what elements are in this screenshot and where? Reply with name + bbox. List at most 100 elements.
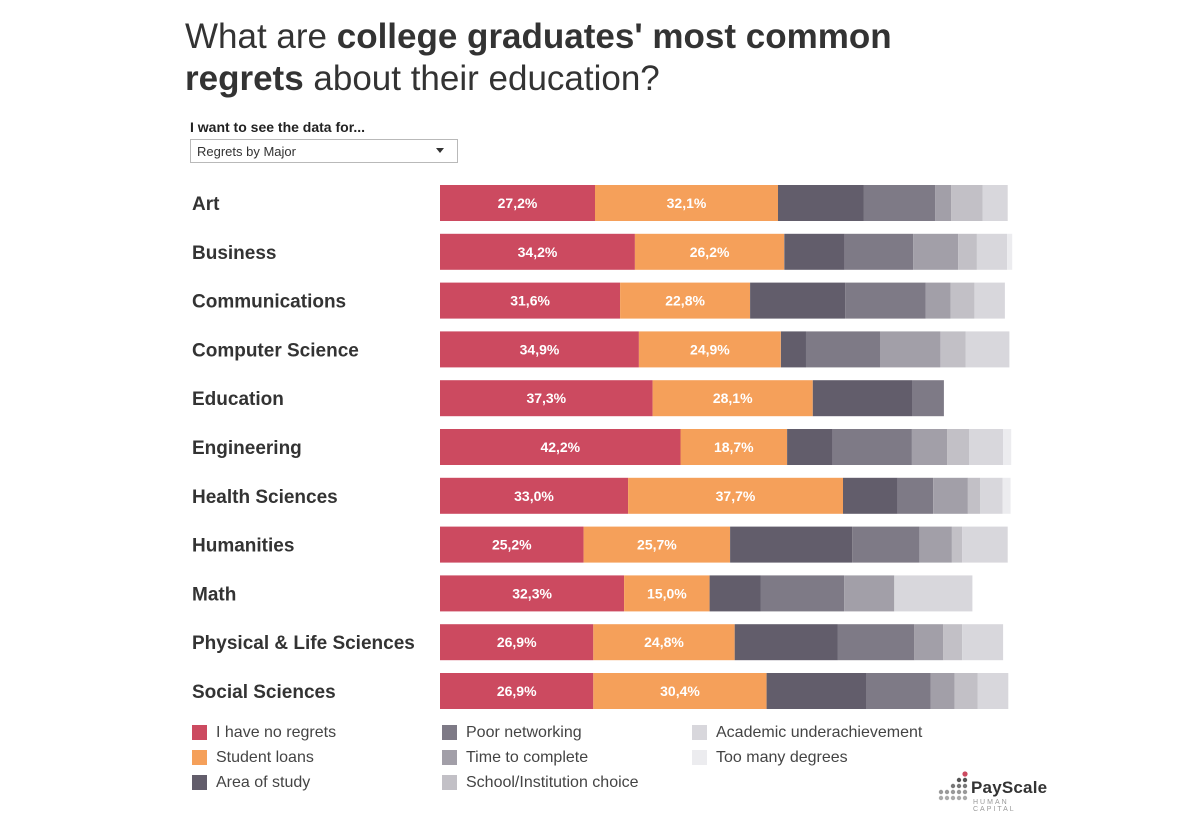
chevron-down-icon <box>436 148 444 153</box>
bar-segment-engineering-academic-underachievement[interactable] <box>969 429 1004 465</box>
category-label-humanities: Humanities <box>192 536 294 557</box>
bar-segment-computer-science-poor-networking[interactable] <box>805 331 880 368</box>
bar-segment-math-academic-underachievement[interactable] <box>894 575 973 612</box>
bar-segment-math-student-loans[interactable] <box>624 575 710 612</box>
legend-label: I have no regrets <box>216 724 337 741</box>
bar-segment-health-sciences-i-have-no-regrets[interactable] <box>440 477 629 514</box>
data-label-physical-life-sciences-i-have-no-regrets: 26,9% <box>497 634 537 650</box>
major-filter-dropdown[interactable]: Regrets by Major <box>190 139 458 163</box>
bar-segment-education-area-of-study[interactable] <box>812 380 912 417</box>
bar-segment-humanities-poor-networking[interactable] <box>852 526 920 563</box>
bar-segment-art-area-of-study[interactable] <box>778 185 864 221</box>
bar-segment-health-sciences-school-institution-choice[interactable] <box>967 477 981 514</box>
data-label-math-student-loans: 15,0% <box>647 585 687 601</box>
payscale-logo: PayScale HUMAN CAPITAL <box>937 770 1047 813</box>
bar-segment-art-student-loans[interactable] <box>595 185 778 221</box>
category-label-computer-science: Computer Science <box>192 340 359 361</box>
bar-segment-physical-life-sciences-poor-networking[interactable] <box>837 624 915 661</box>
data-label-engineering-student-loans: 18,7% <box>714 439 754 455</box>
bar-segment-health-sciences-too-many-degrees[interactable] <box>1002 477 1011 514</box>
bar-segment-humanities-student-loans[interactable] <box>583 526 731 563</box>
bar-segment-business-area-of-study[interactable] <box>784 233 845 270</box>
bar-segment-computer-science-i-have-no-regrets[interactable] <box>440 331 639 368</box>
bar-segment-humanities-academic-underachievement[interactable] <box>962 526 1008 563</box>
bar-segment-social-sciences-time-to-complete[interactable] <box>930 673 955 709</box>
bar-segment-education-student-loans[interactable] <box>652 380 813 417</box>
chart-title: What are college graduates' most common r… <box>185 17 892 98</box>
legend-swatch <box>442 725 457 740</box>
bar-segment-art-academic-underachievement[interactable] <box>982 185 1008 221</box>
bar-segment-physical-life-sciences-time-to-complete[interactable] <box>914 624 944 661</box>
bar-segment-humanities-area-of-study[interactable] <box>730 526 853 563</box>
bar-segment-computer-science-student-loans[interactable] <box>638 331 781 368</box>
bar-segment-math-i-have-no-regrets[interactable] <box>440 575 625 612</box>
bar-segment-health-sciences-academic-underachievement[interactable] <box>980 477 1003 514</box>
data-label-physical-life-sciences-student-loans: 24,8% <box>644 634 684 650</box>
bar-segment-humanities-school-institution-choice[interactable] <box>951 526 963 563</box>
legend-swatch <box>192 750 207 765</box>
bar-segment-communications-student-loans[interactable] <box>620 282 751 319</box>
bar-segment-engineering-poor-networking[interactable] <box>832 429 912 465</box>
bar-segment-education-i-have-no-regrets[interactable] <box>440 380 653 417</box>
category-label-engineering: Engineering <box>192 438 302 459</box>
bar-segment-communications-time-to-complete[interactable] <box>925 282 951 319</box>
bar-segment-computer-science-academic-underachievement[interactable] <box>965 331 1010 368</box>
bar-segment-humanities-i-have-no-regrets[interactable] <box>440 526 584 563</box>
legend-swatch <box>192 725 207 740</box>
bar-segment-engineering-area-of-study[interactable] <box>787 429 833 465</box>
bar-segment-health-sciences-time-to-complete[interactable] <box>933 477 968 514</box>
bar-segment-math-poor-networking[interactable] <box>760 575 845 612</box>
category-label-physical-life-sciences: Physical & Life Sciences <box>192 633 415 654</box>
bar-segment-social-sciences-academic-underachievement[interactable] <box>977 673 1009 709</box>
bar-segment-physical-life-sciences-i-have-no-regrets[interactable] <box>440 624 594 661</box>
bar-segment-communications-school-institution-choice[interactable] <box>950 282 975 319</box>
bar-segment-computer-science-school-institution-choice[interactable] <box>940 331 966 368</box>
bar-segment-business-i-have-no-regrets[interactable] <box>440 233 635 270</box>
bar-segment-education-poor-networking[interactable] <box>912 380 944 417</box>
data-label-education-student-loans: 28,1% <box>713 390 753 406</box>
legend-label: Student loans <box>216 749 314 766</box>
legend-swatch <box>442 750 457 765</box>
bar-segment-health-sciences-poor-networking[interactable] <box>897 477 933 514</box>
bar-segment-engineering-too-many-degrees[interactable] <box>1003 429 1012 465</box>
bar-segment-health-sciences-area-of-study[interactable] <box>843 477 898 514</box>
bar-segment-business-school-institution-choice[interactable] <box>958 233 977 270</box>
bar-segment-social-sciences-area-of-study[interactable] <box>766 673 867 709</box>
bar-segment-communications-area-of-study[interactable] <box>750 282 846 319</box>
bar-segment-engineering-school-institution-choice[interactable] <box>947 429 969 465</box>
data-label-humanities-student-loans: 25,7% <box>637 537 677 553</box>
bar-segment-communications-poor-networking[interactable] <box>845 282 926 319</box>
bar-segment-social-sciences-student-loans[interactable] <box>593 673 767 709</box>
data-label-business-i-have-no-regrets: 34,2% <box>518 244 558 260</box>
bar-segment-engineering-i-have-no-regrets[interactable] <box>440 429 681 465</box>
bar-segment-physical-life-sciences-area-of-study[interactable] <box>734 624 838 661</box>
bar-segment-math-time-to-complete[interactable] <box>844 575 895 612</box>
bar-segment-social-sciences-school-institution-choice[interactable] <box>954 673 978 709</box>
bar-segment-math-area-of-study[interactable] <box>709 575 761 612</box>
bar-segment-health-sciences-student-loans[interactable] <box>628 477 843 514</box>
bar-segment-business-time-to-complete[interactable] <box>913 233 959 270</box>
bar-segment-art-poor-networking[interactable] <box>863 185 936 221</box>
bar-segment-physical-life-sciences-student-loans[interactable] <box>593 624 735 661</box>
bar-segment-art-i-have-no-regrets[interactable] <box>440 185 595 221</box>
data-label-communications-i-have-no-regrets: 31,6% <box>510 293 550 309</box>
bar-segment-social-sciences-i-have-no-regrets[interactable] <box>440 673 594 709</box>
bar-segment-social-sciences-poor-networking[interactable] <box>866 673 931 709</box>
bar-segment-communications-i-have-no-regrets[interactable] <box>440 282 621 319</box>
bar-segment-humanities-time-to-complete[interactable] <box>919 526 952 563</box>
bar-segment-engineering-time-to-complete[interactable] <box>912 429 948 465</box>
bar-segment-communications-academic-underachievement[interactable] <box>974 282 1005 319</box>
bar-segment-computer-science-time-to-complete[interactable] <box>880 331 941 368</box>
bar-segment-business-poor-networking[interactable] <box>844 233 914 270</box>
bar-segment-art-time-to-complete[interactable] <box>935 185 952 221</box>
bar-segment-business-academic-underachievement[interactable] <box>976 233 1008 270</box>
bar-segment-physical-life-sciences-school-institution-choice[interactable] <box>943 624 963 661</box>
legend-label: Time to complete <box>466 749 589 766</box>
dot-grid-icon <box>938 771 968 801</box>
bar-segment-business-student-loans[interactable] <box>634 233 785 270</box>
bar-segment-engineering-student-loans[interactable] <box>680 429 788 465</box>
bar-segment-physical-life-sciences-academic-underachievement[interactable] <box>962 624 1004 661</box>
bar-segment-art-school-institution-choice[interactable] <box>951 185 983 221</box>
bar-segment-business-too-many-degrees[interactable] <box>1007 233 1013 270</box>
bar-segment-computer-science-area-of-study[interactable] <box>780 331 806 368</box>
